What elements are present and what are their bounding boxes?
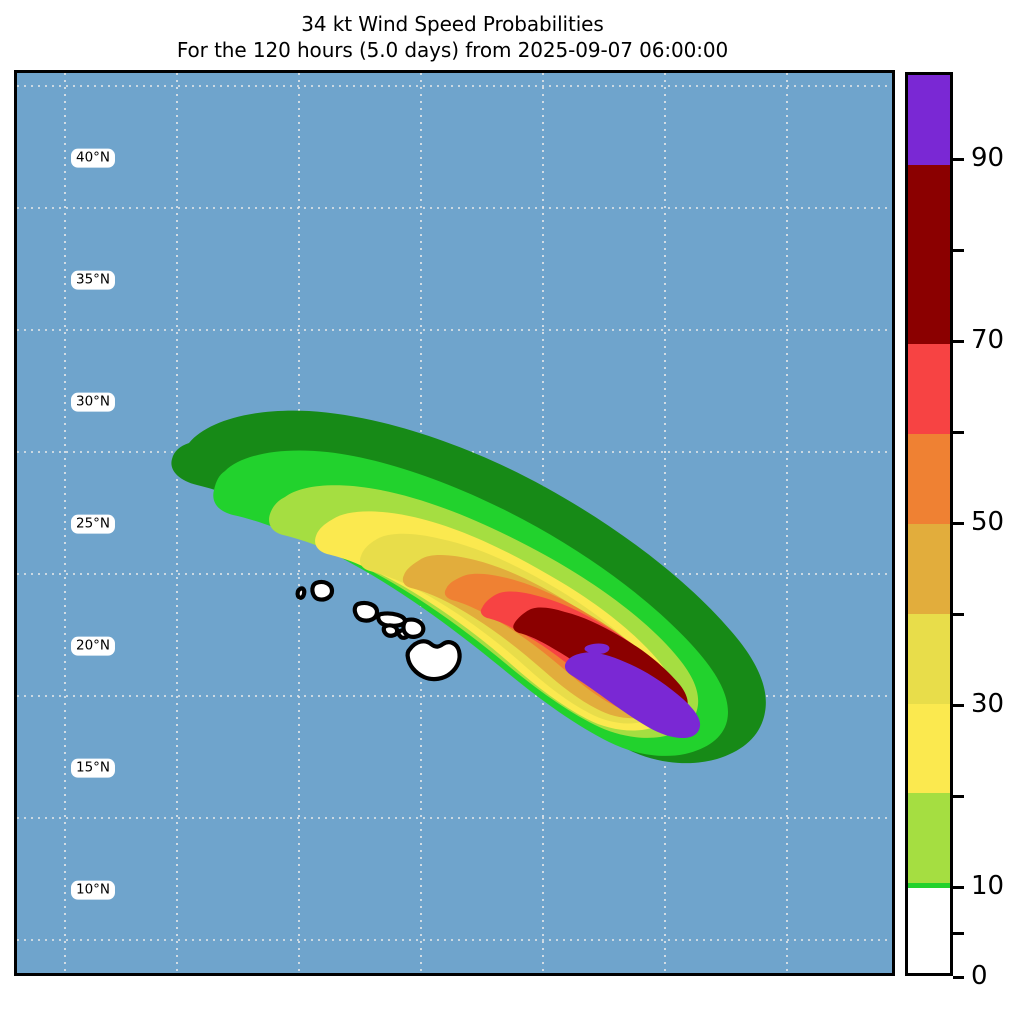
island-hawaii-big-island <box>405 639 462 682</box>
cbar-ticklabel-90: 90 <box>971 143 1005 173</box>
island-lanai <box>381 623 400 638</box>
cbar-band-30-40 <box>908 613 950 704</box>
lat-label-15n: 15°N <box>70 758 116 778</box>
cbar-ticklabel-0: 0 <box>971 961 988 991</box>
cbar-ticklabel-10: 10 <box>971 871 1005 901</box>
probability-contour-plume <box>171 410 766 764</box>
cbar-band-40-50 <box>908 524 950 614</box>
lat-label-40n: 40°N <box>70 148 116 168</box>
cbar-band-70-90 <box>908 164 950 345</box>
cbar-tickmark-30 <box>953 704 964 707</box>
cbar-tickmark-90 <box>953 158 964 161</box>
cbar-band-90-100 <box>908 75 950 165</box>
lat-label-10n: 10°N <box>70 880 116 900</box>
map-contour-svg <box>17 73 892 973</box>
cbar-tickmark-10 <box>953 886 964 889</box>
island-maui <box>401 617 426 639</box>
chart-title-line-1: 34 kt Wind Speed Probabilities <box>301 12 604 36</box>
lat-label-25n: 25°N <box>70 514 116 534</box>
cbar-band-10-20 <box>908 793 950 884</box>
contour-speck-upstream <box>584 643 610 655</box>
cbar-band-below-threshold <box>905 888 953 976</box>
chart-title: 34 kt Wind Speed Probabilities For the 1… <box>0 12 905 63</box>
island-niihau <box>295 586 307 600</box>
hawaiian-islands <box>295 579 462 682</box>
cbar-tickmark-40 <box>953 613 964 616</box>
lat-label-30n: 30°N <box>70 392 116 412</box>
cbar-tickmark-70 <box>953 340 964 343</box>
cbar-band-20-30 <box>908 703 950 794</box>
colorbar-tick-group: 90 70 50 30 10 0 <box>905 72 1024 989</box>
island-kauai <box>310 579 335 602</box>
cbar-tickmark-80 <box>953 249 964 252</box>
lat-label-20n: 20°N <box>70 636 116 656</box>
island-oahu <box>352 600 380 623</box>
cbar-tickmark-0 <box>953 976 964 979</box>
chart-title-line-2: For the 120 hours (5.0 days) from 2025-0… <box>176 37 729 62</box>
lat-label-35n: 35°N <box>70 270 116 290</box>
map-plot-area: 170°W 165°W 160°W 155°W 150°W 145°W 140°… <box>14 70 895 976</box>
cbar-ticklabel-50: 50 <box>971 507 1005 537</box>
cbar-ticklabel-30: 30 <box>971 689 1005 719</box>
cbar-tickmark-60 <box>953 431 964 434</box>
cbar-tickmark-5 <box>953 932 964 935</box>
cbar-tickmark-20 <box>953 795 964 798</box>
contour-band-90-100 <box>564 652 701 738</box>
cbar-ticklabel-70: 70 <box>971 325 1005 355</box>
island-molokai <box>376 611 408 628</box>
cbar-tickmark-50 <box>953 522 964 525</box>
cbar-band-60-70 <box>908 344 950 435</box>
cbar-band-50-60 <box>908 434 950 524</box>
